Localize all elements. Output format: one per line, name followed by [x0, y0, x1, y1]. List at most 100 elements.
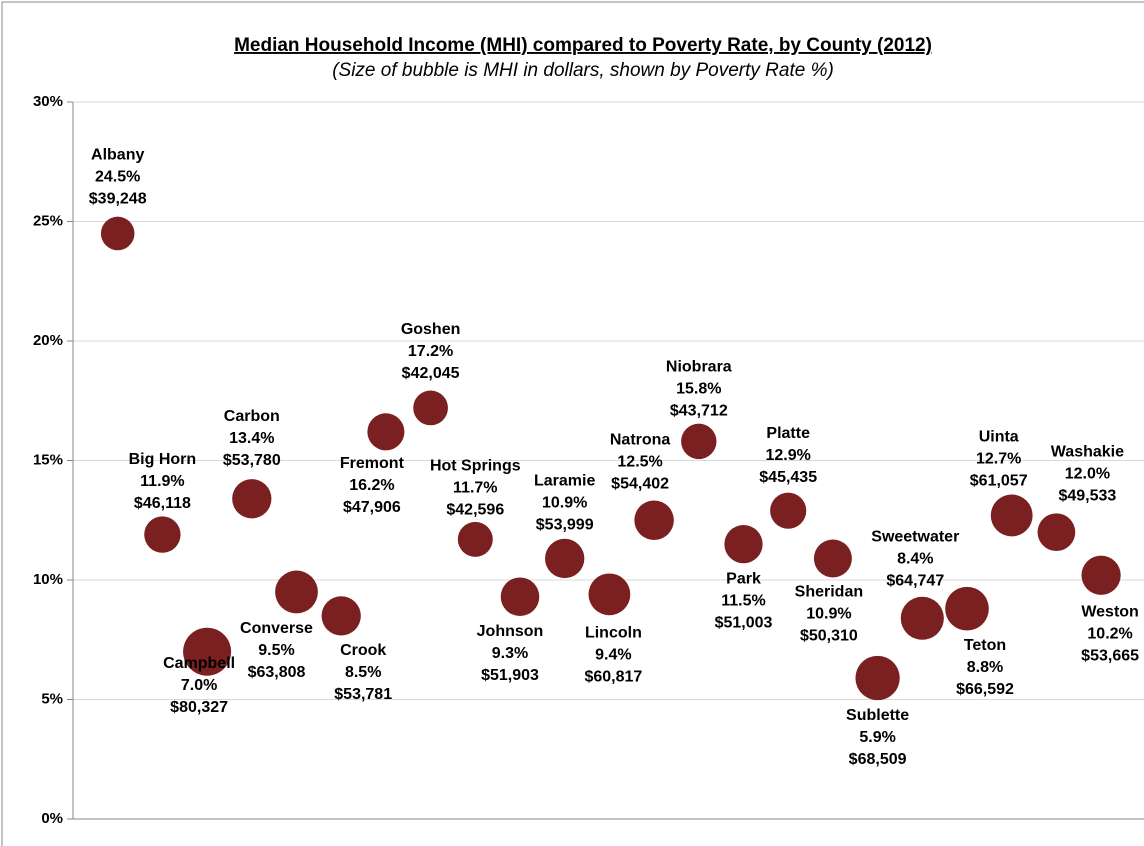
y-tick-label: 20%	[33, 332, 63, 349]
bubble	[588, 573, 631, 616]
bubble	[367, 413, 405, 451]
point-name: Uinta	[979, 429, 1019, 446]
value-label: 11.5%	[721, 592, 765, 609]
y-tick-label: 30%	[33, 93, 63, 110]
bubble	[100, 216, 135, 251]
size-label: $53,665	[1081, 647, 1139, 664]
chart-title: Median Household Income (MHI) compared t…	[234, 35, 932, 56]
value-label: 12.7%	[976, 451, 1021, 468]
bubble	[900, 596, 944, 640]
value-label: 13.4%	[229, 430, 274, 447]
bubble	[1081, 555, 1121, 595]
size-label: $47,906	[343, 499, 401, 516]
bubble	[457, 521, 493, 557]
size-label: $43,712	[670, 403, 728, 420]
point-name: Sublette	[846, 707, 909, 724]
bubble	[232, 479, 272, 519]
size-label: $53,999	[536, 517, 594, 534]
value-label: 11.7%	[453, 480, 497, 497]
point-name: Crook	[340, 642, 386, 659]
point-name: Washakie	[1051, 443, 1124, 460]
size-label: $63,808	[248, 664, 306, 681]
bubble	[770, 492, 807, 529]
value-label: 5.9%	[859, 729, 895, 746]
bubble	[1037, 513, 1076, 552]
point-name: Teton	[964, 637, 1006, 654]
size-label: $49,533	[1058, 487, 1116, 504]
y-tick-label: 25%	[33, 212, 63, 229]
value-label: 10.9%	[806, 606, 851, 623]
value-label: 9.4%	[595, 647, 631, 664]
point-name: Campbell	[163, 655, 235, 672]
size-label: $42,045	[402, 365, 460, 382]
point-name: Albany	[91, 147, 144, 164]
size-label: $53,781	[334, 686, 392, 703]
bubble	[144, 516, 181, 553]
point-name: Natrona	[610, 431, 671, 448]
value-label: 8.4%	[897, 550, 933, 567]
value-label: 10.9%	[542, 495, 587, 512]
y-tick-label: 0%	[41, 810, 63, 827]
size-label: $60,817	[584, 669, 642, 686]
size-label: $61,057	[970, 473, 1028, 490]
size-label: $64,747	[886, 572, 944, 589]
size-label: $80,327	[170, 699, 228, 716]
bubble	[183, 627, 232, 676]
bubble	[634, 500, 674, 541]
y-tick-label: 10%	[33, 571, 63, 588]
size-label: $53,780	[223, 452, 281, 469]
point-name: Hot Springs	[430, 458, 521, 475]
bubble	[545, 538, 585, 579]
point-name: Park	[726, 570, 761, 587]
size-label: $54,402	[611, 475, 669, 492]
bubble	[681, 423, 717, 460]
point-name: Lincoln	[585, 625, 642, 642]
size-label: $51,903	[481, 667, 539, 684]
size-label: $46,118	[134, 495, 191, 512]
size-label: $68,509	[849, 751, 907, 768]
value-label: 8.5%	[345, 664, 381, 681]
value-label: 8.8%	[967, 659, 1003, 676]
point-name: Sweetwater	[871, 528, 959, 545]
value-label: 9.3%	[492, 645, 528, 662]
point-name: Niobrara	[666, 359, 732, 376]
value-label: 11.9%	[140, 473, 184, 490]
bubble	[724, 525, 763, 564]
bubble	[275, 570, 318, 614]
point-name: Platte	[766, 425, 810, 442]
plot: Albany 24.5% $39,248 Big Horn 11.9% $46,118 Ca…	[89, 147, 1139, 769]
point-name: Big Horn	[129, 451, 197, 468]
size-label: $66,592	[956, 681, 1014, 698]
size-label: $51,003	[715, 614, 773, 631]
bubble	[855, 655, 900, 701]
point-name: Weston	[1081, 603, 1138, 620]
value-label: 7.0%	[181, 677, 217, 694]
point-name: Laramie	[534, 473, 595, 490]
point-name: Sheridan	[795, 584, 863, 601]
point-name: Goshen	[401, 321, 461, 338]
point-name: Johnson	[477, 623, 544, 640]
size-label: $42,596	[446, 502, 504, 519]
point-name: Converse	[240, 620, 313, 637]
size-label: $39,248	[89, 191, 147, 208]
bubble	[413, 390, 448, 426]
y-tick-label: 15%	[33, 451, 63, 468]
chart-subtitle: (Size of bubble is MHI in dollars, shown…	[332, 60, 834, 81]
bubble	[321, 596, 361, 636]
value-label: 16.2%	[349, 477, 394, 494]
value-label: 12.0%	[1065, 465, 1110, 482]
value-label: 9.5%	[258, 642, 294, 659]
bubble	[813, 539, 852, 578]
bubble	[945, 586, 989, 631]
size-label: $45,435	[759, 469, 817, 486]
value-label: 24.5%	[95, 169, 140, 186]
bubble	[500, 577, 540, 617]
value-label: 12.5%	[617, 453, 662, 470]
point-name: Carbon	[224, 408, 280, 425]
value-label: 17.2%	[408, 343, 453, 360]
value-label: 15.8%	[676, 381, 721, 398]
grid: 0% 5% 10% 15% 20% 25% 30%	[33, 93, 1144, 827]
